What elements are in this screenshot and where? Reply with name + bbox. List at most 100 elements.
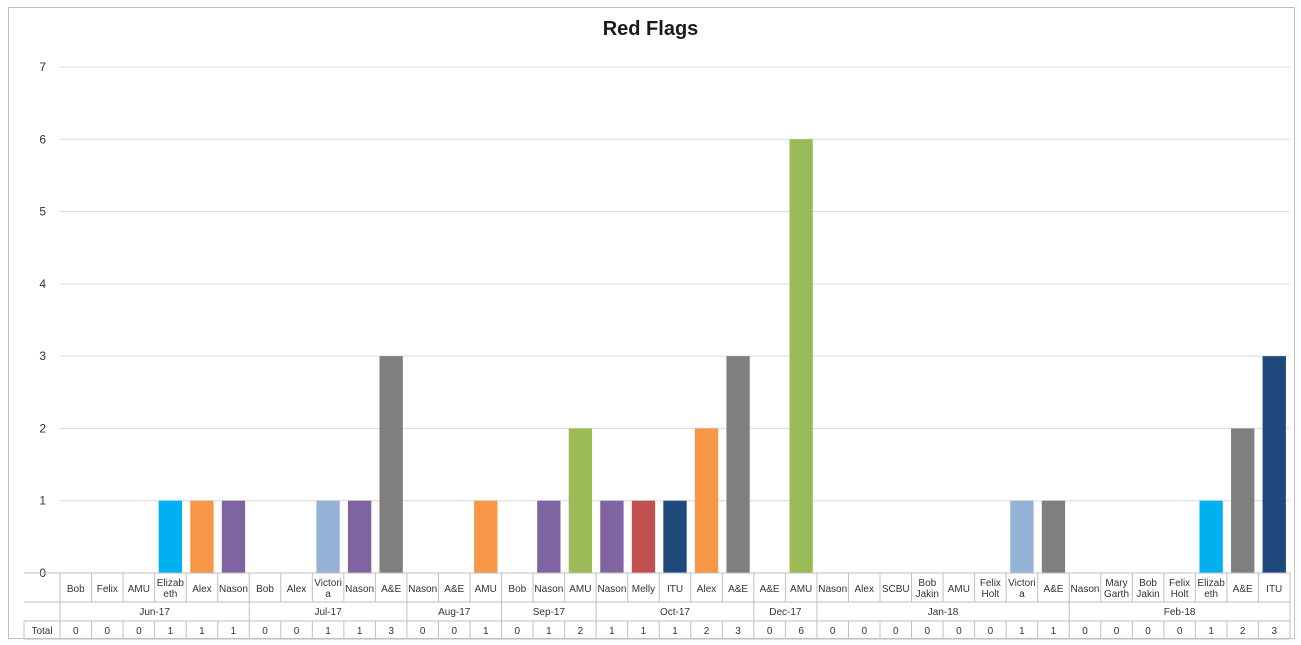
x-group-label: Jan-18 bbox=[928, 607, 959, 618]
bar bbox=[379, 356, 403, 573]
total-value: 1 bbox=[325, 626, 331, 637]
bars bbox=[158, 139, 1286, 574]
x-category-label: Nason bbox=[818, 584, 847, 595]
total-value: 0 bbox=[1145, 626, 1151, 637]
total-value: 1 bbox=[641, 626, 647, 637]
y-tick-label: 7 bbox=[39, 60, 46, 74]
y-tick-label: 3 bbox=[39, 349, 46, 363]
bar bbox=[631, 500, 656, 573]
total-value: 0 bbox=[451, 626, 457, 637]
x-category-label: A&E bbox=[381, 584, 401, 595]
total-value: 0 bbox=[925, 626, 931, 637]
bar bbox=[1231, 428, 1255, 573]
total-value: 1 bbox=[609, 626, 615, 637]
x-category-label: Alex bbox=[855, 584, 874, 595]
x-category-label: Bob Jakin bbox=[916, 578, 939, 600]
bar bbox=[694, 428, 719, 573]
bar bbox=[726, 356, 750, 573]
total-value: 0 bbox=[1177, 626, 1183, 637]
bar bbox=[663, 500, 687, 573]
total-value: 2 bbox=[704, 626, 710, 637]
x-category-label: Nason bbox=[219, 584, 248, 595]
x-category-label: Alex bbox=[287, 584, 306, 595]
bar bbox=[600, 500, 624, 573]
bar bbox=[537, 500, 561, 573]
total-value: 1 bbox=[1019, 626, 1025, 637]
x-category-label: Victori a bbox=[1008, 578, 1036, 600]
x-category-label: Elizab eth bbox=[157, 578, 185, 600]
table-row-label: Total bbox=[31, 626, 52, 637]
total-value: 0 bbox=[515, 626, 521, 637]
total-value: 0 bbox=[767, 626, 773, 637]
x-category-label: Alex bbox=[697, 584, 716, 595]
x-category-label: Nason bbox=[534, 584, 563, 595]
total-value: 1 bbox=[1208, 626, 1214, 637]
total-value: 1 bbox=[231, 626, 237, 637]
bar bbox=[221, 500, 246, 573]
total-value: 0 bbox=[988, 626, 994, 637]
x-group-label: Jul-17 bbox=[314, 607, 342, 618]
total-value: 0 bbox=[861, 626, 867, 637]
total-value: 3 bbox=[1271, 626, 1277, 637]
x-category-label: AMU bbox=[569, 584, 591, 595]
gridlines bbox=[60, 66, 1290, 574]
bar bbox=[474, 500, 498, 573]
x-category-label: ITU bbox=[667, 584, 683, 595]
total-value: 1 bbox=[199, 626, 205, 637]
total-value: 6 bbox=[798, 626, 804, 637]
x-category-label: Alex bbox=[192, 584, 211, 595]
bar bbox=[1010, 500, 1034, 573]
total-value: 1 bbox=[357, 626, 363, 637]
total-value: 2 bbox=[1240, 626, 1246, 637]
y-tick-label: 6 bbox=[39, 132, 46, 146]
x-category-label: A&E bbox=[1043, 584, 1063, 595]
bar bbox=[789, 139, 813, 574]
x-category-label: Bob bbox=[256, 584, 274, 595]
x-category-label: Elizab eth bbox=[1198, 578, 1226, 600]
bar bbox=[1041, 500, 1066, 573]
y-tick-label: 2 bbox=[39, 421, 46, 435]
x-category-label: Nason bbox=[597, 584, 626, 595]
y-tick-label: 1 bbox=[39, 494, 46, 508]
x-group-label: Dec-17 bbox=[769, 607, 802, 618]
x-category-label: Nason bbox=[345, 584, 374, 595]
bar bbox=[158, 500, 183, 573]
x-category-label: Bob Jakin bbox=[1136, 578, 1159, 600]
x-group-label: Aug-17 bbox=[438, 607, 471, 618]
x-category-label: A&E bbox=[728, 584, 748, 595]
bar bbox=[568, 428, 593, 573]
y-tick-label: 5 bbox=[39, 205, 46, 219]
x-category-label: ITU bbox=[1266, 584, 1282, 595]
total-value: 0 bbox=[830, 626, 836, 637]
total-value: 1 bbox=[672, 626, 678, 637]
x-category-label: AMU bbox=[128, 584, 150, 595]
x-group-label: Jun-17 bbox=[139, 607, 170, 618]
bar bbox=[1262, 356, 1286, 573]
x-category-label: A&E bbox=[760, 584, 780, 595]
total-value: 0 bbox=[136, 626, 142, 637]
total-value: 2 bbox=[578, 626, 584, 637]
total-value: 0 bbox=[1082, 626, 1088, 637]
total-value: 1 bbox=[168, 626, 174, 637]
x-category-label: Felix Holt bbox=[980, 578, 1001, 600]
bar bbox=[347, 500, 372, 573]
x-category-label: Bob bbox=[508, 584, 526, 595]
total-value: 1 bbox=[1051, 626, 1057, 637]
x-category-label: AMU bbox=[948, 584, 970, 595]
total-value: 0 bbox=[1114, 626, 1120, 637]
x-category-label: Mary Garth bbox=[1104, 578, 1129, 600]
total-value: 0 bbox=[105, 626, 111, 637]
bar bbox=[190, 500, 214, 573]
x-category-label: AMU bbox=[790, 584, 812, 595]
x-group-label: Feb-18 bbox=[1164, 607, 1196, 618]
total-value: 0 bbox=[420, 626, 426, 637]
total-value: 0 bbox=[262, 626, 268, 637]
chart-title: Red Flags bbox=[602, 18, 699, 40]
x-category-label: SCBU bbox=[882, 584, 910, 595]
x-category-label: A&E bbox=[444, 584, 464, 595]
x-category-label: Nason bbox=[408, 584, 437, 595]
x-category-label: Victori a bbox=[314, 578, 342, 600]
total-value: 0 bbox=[893, 626, 899, 637]
